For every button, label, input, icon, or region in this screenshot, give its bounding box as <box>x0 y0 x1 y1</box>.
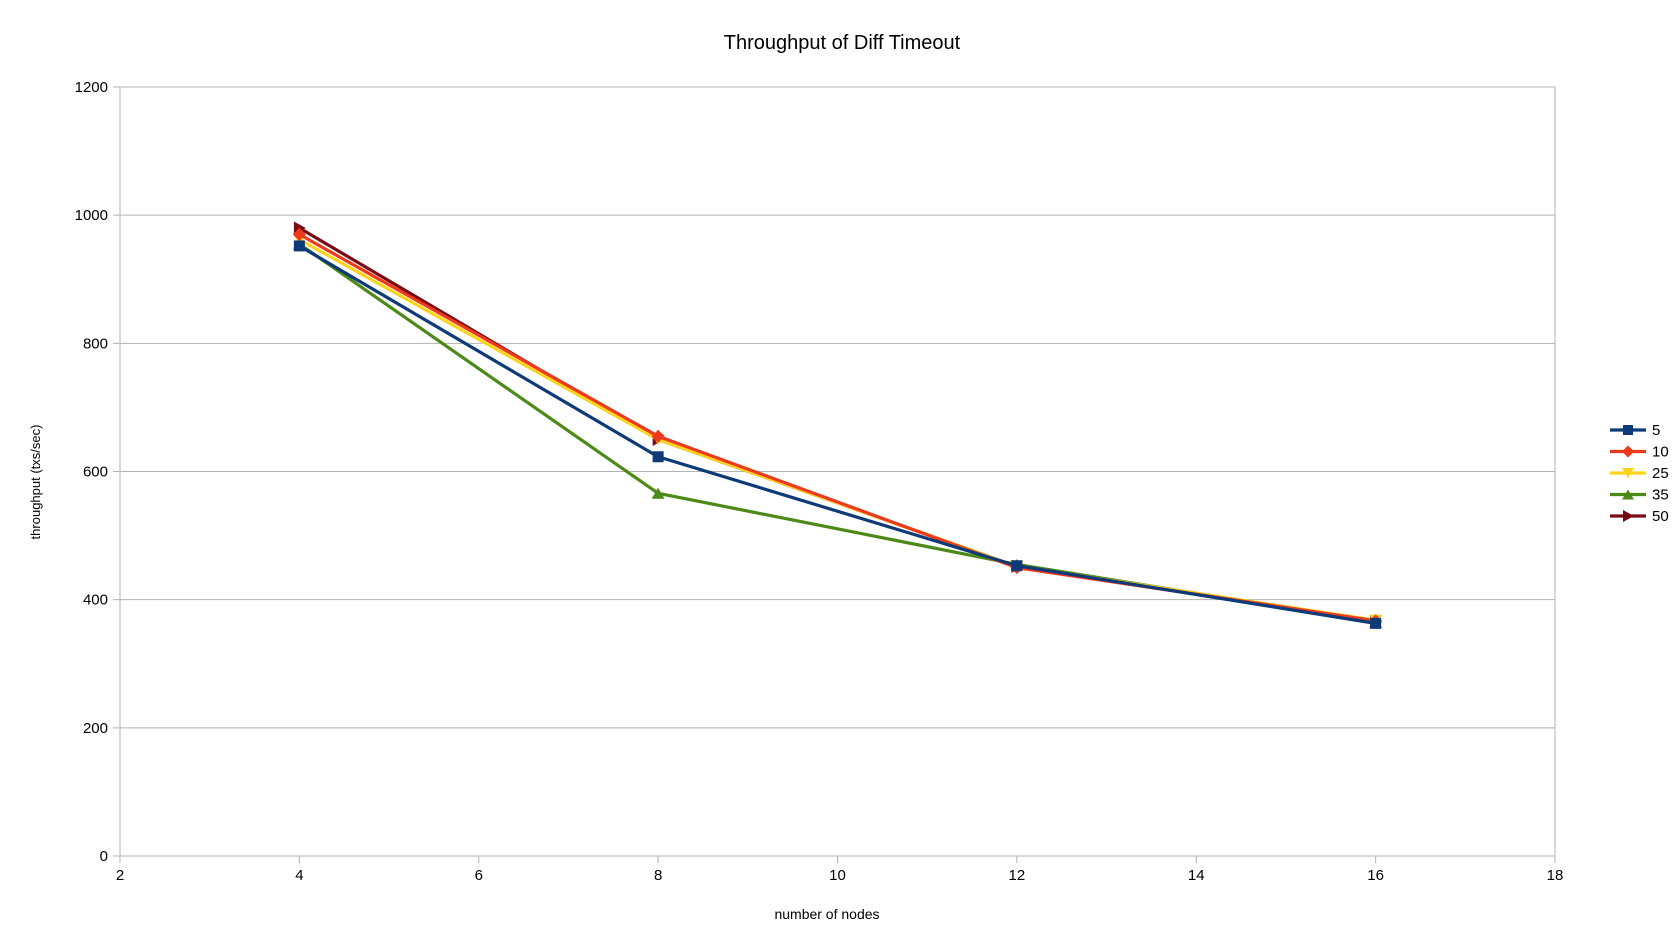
series-line-50 <box>297 226 1378 624</box>
tick-labels: 0 200 400 600 800 1000 1200 2 4 6 8 10 12 14 16 18 <box>75 79 1564 884</box>
chart-title: Throughput of Diff Timeout <box>724 32 961 54</box>
y-tick-label: 200 <box>83 720 108 737</box>
x-tick-label: 4 <box>295 867 303 884</box>
legend-marker-35 <box>1622 489 1634 500</box>
data-point-35 <box>651 487 665 499</box>
series-group <box>292 221 1383 629</box>
data-point-10 <box>651 429 665 443</box>
y-tick-label: 400 <box>83 592 108 609</box>
y-tick-label: 600 <box>83 464 108 481</box>
data-point-5 <box>1011 560 1023 572</box>
data-point-5 <box>293 240 305 252</box>
legend: 5 10 25 35 50 <box>1610 422 1669 525</box>
data-point-5 <box>1370 617 1382 629</box>
x-tick-label: 6 <box>475 867 483 884</box>
series-line-25 <box>297 237 1378 622</box>
legend-marker-50 <box>1623 510 1634 522</box>
x-tick-label: 18 <box>1547 867 1564 884</box>
series-line-35 <box>297 242 1378 624</box>
y-tick-label: 800 <box>83 335 108 352</box>
x-tick-label: 8 <box>654 867 662 884</box>
y-axis-label: throughput (txs/sec) <box>28 425 43 540</box>
data-point-5 <box>652 451 664 463</box>
legend-marker-5 <box>1623 425 1633 435</box>
x-tick-label: 10 <box>829 867 846 884</box>
grid <box>113 86 1555 857</box>
y-tick-label: 1200 <box>75 79 108 96</box>
series-line-5 <box>297 244 1378 625</box>
axes <box>119 87 1556 863</box>
x-axis-label: number of nodes <box>774 906 879 922</box>
legend-marker-25 <box>1622 468 1634 478</box>
series-line-10 <box>297 232 1378 623</box>
x-tick-label: 14 <box>1188 867 1205 884</box>
y-tick-label: 1000 <box>75 207 108 224</box>
data-point-10 <box>292 227 306 241</box>
y-tick-label: 0 <box>100 848 108 865</box>
legend-label-10: 10 <box>1652 444 1669 461</box>
legend-label-5: 5 <box>1652 422 1660 439</box>
x-tick-label: 2 <box>116 867 124 884</box>
legend-marker-10 <box>1622 445 1634 458</box>
x-tick-label: 16 <box>1367 867 1384 884</box>
x-tick-label: 12 <box>1009 867 1026 884</box>
legend-label-50: 50 <box>1652 508 1669 525</box>
legend-label-25: 25 <box>1652 465 1669 482</box>
legend-label-35: 35 <box>1652 487 1669 504</box>
